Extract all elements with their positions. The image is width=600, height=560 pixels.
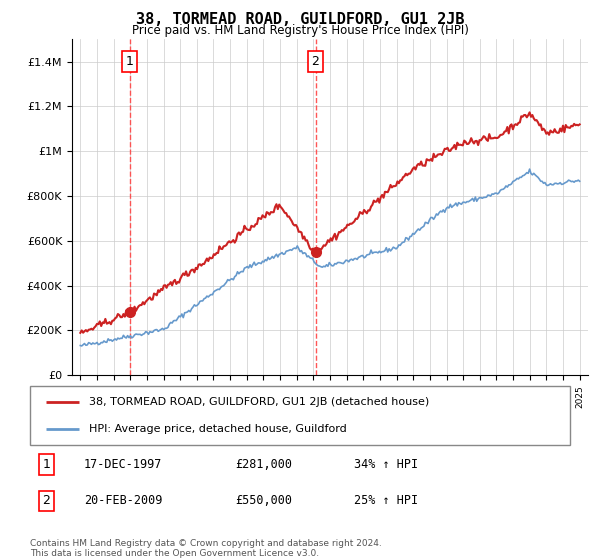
Text: 38, TORMEAD ROAD, GUILDFORD, GU1 2JB (detached house): 38, TORMEAD ROAD, GUILDFORD, GU1 2JB (de… [89, 397, 430, 407]
Text: 1: 1 [125, 55, 134, 68]
Text: £281,000: £281,000 [235, 458, 292, 471]
Text: 20-FEB-2009: 20-FEB-2009 [84, 494, 163, 507]
FancyBboxPatch shape [30, 386, 570, 445]
Text: 1: 1 [42, 458, 50, 471]
Text: Price paid vs. HM Land Registry's House Price Index (HPI): Price paid vs. HM Land Registry's House … [131, 24, 469, 37]
Text: 2: 2 [42, 494, 50, 507]
Text: 25% ↑ HPI: 25% ↑ HPI [354, 494, 418, 507]
Text: 38, TORMEAD ROAD, GUILDFORD, GU1 2JB: 38, TORMEAD ROAD, GUILDFORD, GU1 2JB [136, 12, 464, 27]
Text: Contains HM Land Registry data © Crown copyright and database right 2024.
This d: Contains HM Land Registry data © Crown c… [30, 539, 382, 558]
Text: 2: 2 [311, 55, 319, 68]
Text: 34% ↑ HPI: 34% ↑ HPI [354, 458, 418, 471]
Text: 17-DEC-1997: 17-DEC-1997 [84, 458, 163, 471]
Text: £550,000: £550,000 [235, 494, 292, 507]
Text: HPI: Average price, detached house, Guildford: HPI: Average price, detached house, Guil… [89, 424, 347, 435]
